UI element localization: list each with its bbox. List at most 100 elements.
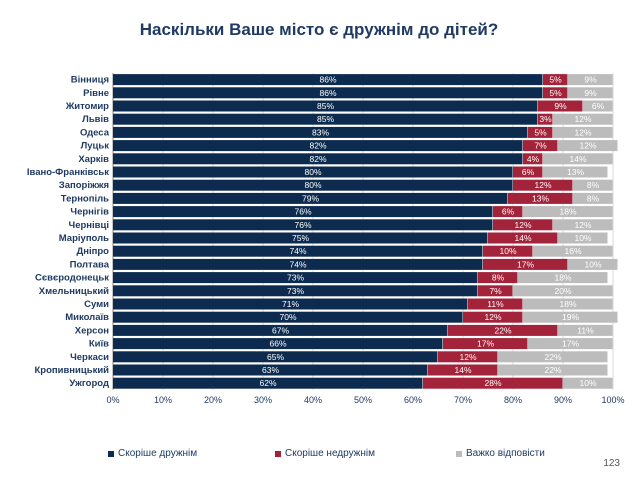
bar-friendly — [113, 206, 493, 218]
bar-hard — [563, 377, 613, 389]
data-label-friendly: 80% — [304, 180, 321, 190]
bar-unfriendly — [478, 272, 518, 284]
bar-friendly — [113, 140, 523, 152]
category-label: Маріуполь — [59, 233, 109, 244]
data-label-friendly: 85% — [317, 114, 334, 124]
data-label-unfriendly: 10% — [499, 246, 516, 256]
bar-unfriendly — [438, 351, 498, 363]
data-label-unfriendly: 17% — [517, 259, 534, 269]
x-tick-label: 0% — [106, 395, 119, 405]
data-label-unfriendly: 28% — [484, 378, 501, 388]
page-number: 123 — [603, 458, 620, 469]
bar-unfriendly — [543, 74, 568, 86]
data-label-friendly: 82% — [309, 154, 326, 164]
data-label-hard: 20% — [554, 286, 571, 296]
bar-hard — [558, 324, 613, 336]
bar-unfriendly — [493, 206, 523, 218]
data-label-hard: 8% — [587, 193, 600, 203]
x-tick-label: 90% — [554, 395, 572, 405]
data-label-friendly: 62% — [259, 378, 276, 388]
category-label: Херсон — [75, 325, 110, 336]
bar-unfriendly — [538, 113, 553, 125]
category-label: Хмельницький — [39, 286, 109, 297]
category-label: Київ — [89, 339, 109, 350]
category-label: Черкаси — [70, 352, 109, 363]
data-label-friendly: 76% — [294, 220, 311, 230]
bar-unfriendly — [543, 87, 568, 99]
bar-unfriendly — [483, 258, 568, 270]
data-label-hard: 8% — [587, 180, 600, 190]
data-label-friendly: 86% — [319, 75, 336, 85]
bar-hard — [553, 219, 613, 231]
data-label-unfriendly: 5% — [549, 88, 562, 98]
bar-friendly — [113, 87, 543, 99]
legend-label-hard: Важко відповісти — [466, 448, 545, 459]
bar-friendly — [113, 74, 543, 86]
data-label-unfriendly: 5% — [549, 75, 562, 85]
category-label: Тернопіль — [61, 193, 109, 204]
bar-friendly — [113, 179, 513, 191]
bar-unfriendly — [423, 377, 563, 389]
data-label-unfriendly: 12% — [459, 352, 476, 362]
data-label-friendly: 80% — [304, 167, 321, 177]
bar-unfriendly — [508, 192, 573, 204]
bar-friendly — [113, 311, 463, 323]
x-tick-label: 100% — [601, 395, 624, 405]
data-label-unfriendly: 13% — [532, 193, 549, 203]
legend-swatch-hard — [456, 450, 462, 457]
x-tick-label: 50% — [354, 395, 372, 405]
data-label-hard: 22% — [544, 352, 561, 362]
data-label-unfriendly: 12% — [484, 312, 501, 322]
bar-hard — [498, 364, 608, 376]
data-label-hard: 22% — [544, 365, 561, 375]
legend-item-friendly: Скоріше дружнім — [108, 448, 197, 459]
data-label-friendly: 73% — [287, 286, 304, 296]
bar-friendly — [113, 364, 428, 376]
category-label: Дніпро — [77, 246, 110, 257]
data-label-friendly: 83% — [312, 127, 329, 137]
category-label: Чернівці — [69, 220, 109, 231]
data-label-friendly: 73% — [287, 273, 304, 283]
bar-hard — [523, 311, 618, 323]
x-tick-label: 30% — [254, 395, 272, 405]
bar-friendly — [113, 126, 528, 138]
bar-unfriendly — [463, 311, 523, 323]
bar-unfriendly — [483, 245, 533, 257]
x-tick-label: 80% — [504, 395, 522, 405]
bar-unfriendly — [538, 100, 583, 112]
bar-unfriendly — [443, 338, 528, 350]
data-label-friendly: 85% — [317, 101, 334, 111]
bar-unfriendly — [523, 153, 543, 165]
chart-title: Наскільки Ваше місто є дружнім до дітей? — [139, 20, 499, 39]
category-label: Івано-Франківськ — [27, 167, 109, 178]
legend-label-unfriendly: Скоріше недружнім — [285, 448, 375, 459]
data-label-hard: 13% — [567, 167, 584, 177]
data-label-friendly: 65% — [267, 352, 284, 362]
bar-unfriendly — [468, 298, 523, 310]
bar-hard — [523, 298, 613, 310]
data-label-unfriendly: 12% — [514, 220, 531, 230]
category-label: Вінниця — [71, 75, 109, 86]
bar-friendly — [113, 245, 483, 257]
bar-friendly — [113, 192, 508, 204]
category-label: Кропивницький — [34, 365, 109, 376]
data-label-hard: 18% — [554, 273, 571, 283]
bar-unfriendly — [448, 324, 558, 336]
category-label: Запоріжжя — [59, 180, 109, 191]
bar-hard — [528, 338, 613, 350]
data-label-unfriendly: 11% — [487, 299, 504, 309]
legend-item-unfriendly: Скоріше недружнім — [275, 448, 375, 459]
data-label-friendly: 74% — [289, 246, 306, 256]
data-label-hard: 12% — [574, 114, 591, 124]
category-label: Рівне — [83, 88, 109, 99]
bar-friendly — [113, 272, 478, 284]
data-label-friendly: 75% — [292, 233, 309, 243]
category-label: Одеса — [80, 127, 110, 138]
bar-friendly — [113, 298, 468, 310]
data-label-unfriendly: 9% — [554, 101, 567, 111]
data-label-hard: 9% — [584, 75, 597, 85]
data-label-hard: 10% — [584, 259, 601, 269]
legend-swatch-friendly — [108, 450, 114, 457]
x-tick-label: 60% — [404, 395, 422, 405]
data-label-unfriendly: 7% — [489, 286, 502, 296]
